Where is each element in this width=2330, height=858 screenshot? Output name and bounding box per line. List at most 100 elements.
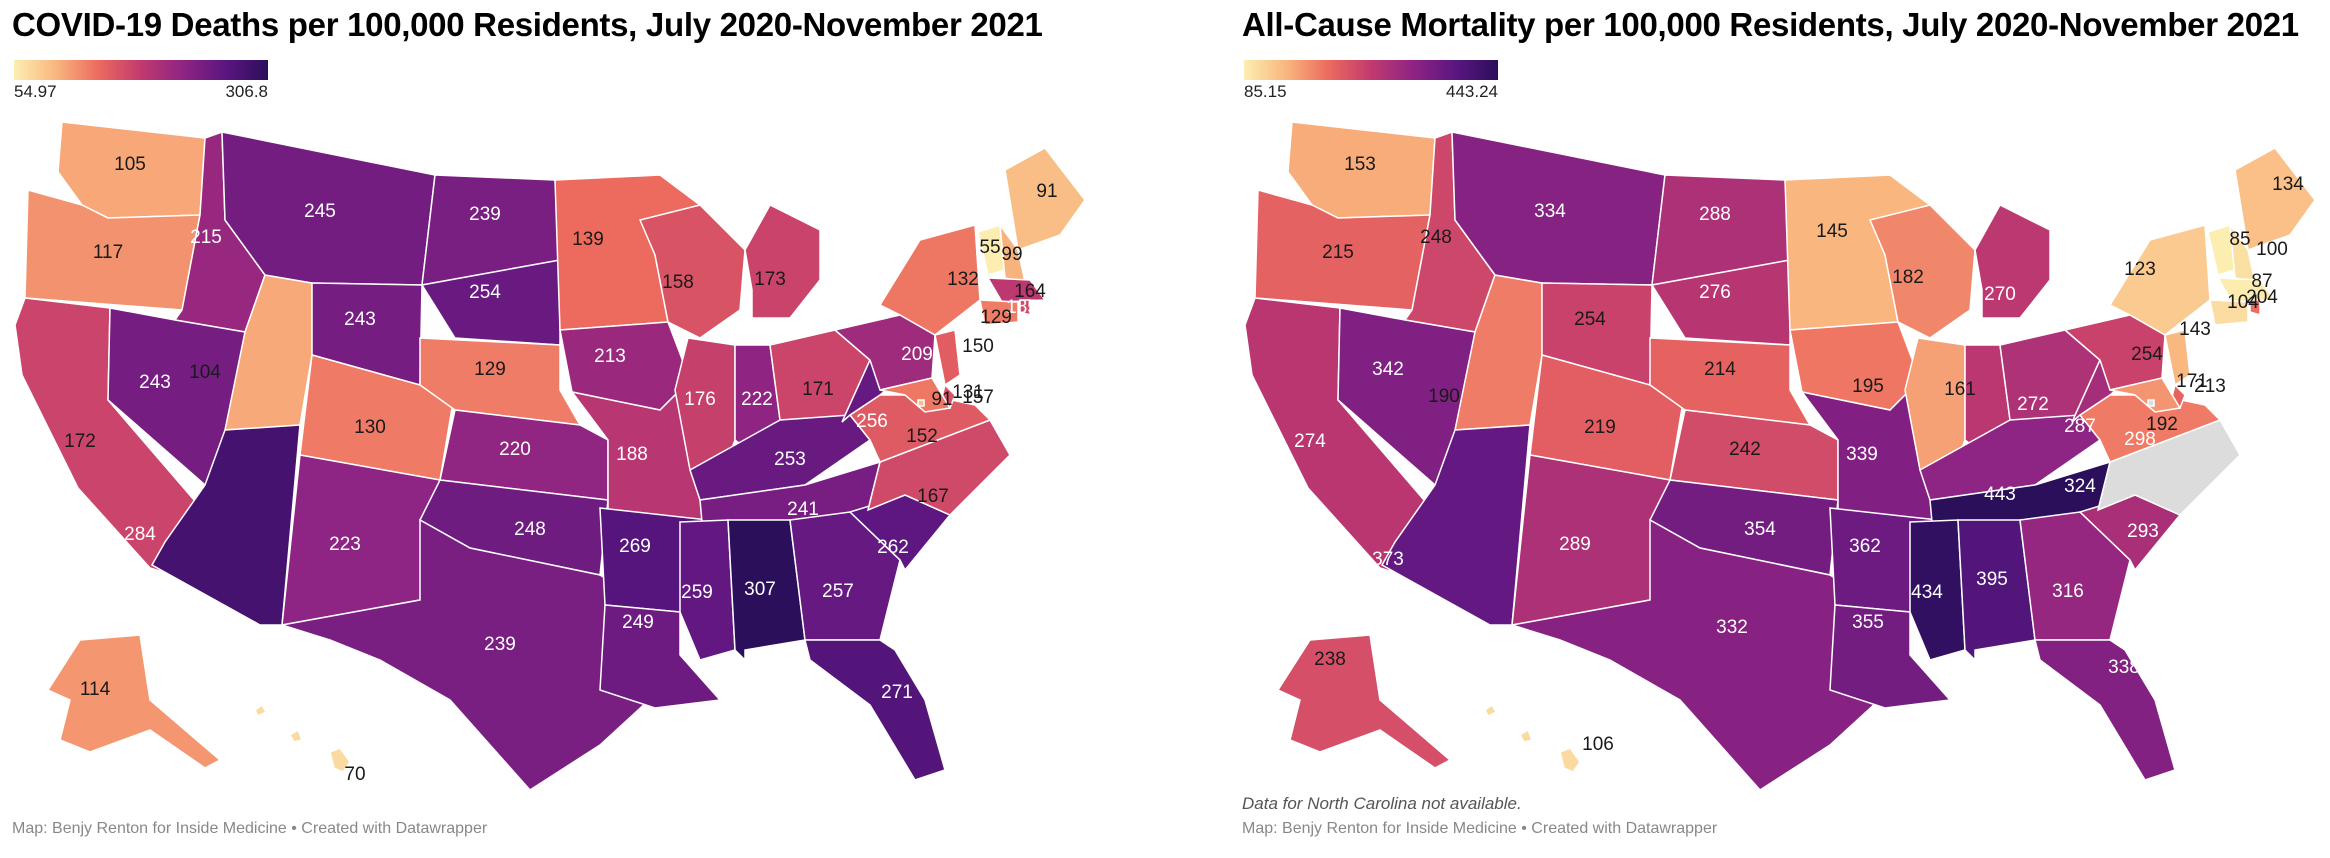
value-label-wa: 105 <box>114 154 146 175</box>
value-label-ne: 129 <box>474 359 506 380</box>
state-ga[interactable] <box>2019 511 2131 641</box>
mortality-map-title: All-Cause Mortality per 100,000 Resident… <box>1242 6 2299 43</box>
value-label-az: 284 <box>124 524 156 545</box>
value-label-wy: 254 <box>1574 309 1606 330</box>
value-label-ms: 434 <box>1911 582 1943 603</box>
state-nj[interactable] <box>934 329 961 387</box>
state-ms[interactable] <box>679 519 736 661</box>
value-label-wv: 256 <box>856 411 888 432</box>
value-label-md: 131 <box>952 382 984 403</box>
value-label-wy: 243 <box>344 309 376 330</box>
state-wi[interactable] <box>1868 204 1976 339</box>
value-label-sd: 254 <box>469 282 501 303</box>
state-hi[interactable] <box>254 703 268 718</box>
state-hi[interactable] <box>1518 728 1534 743</box>
state-ri[interactable] <box>1019 299 1031 317</box>
north-carolina-note: Data for North Carolina not available. <box>1242 794 1522 813</box>
state-nm[interactable] <box>281 454 441 626</box>
covid-deaths-map-panel: 105 117 172 215 243 104 284 245 243 130 223 239 254 1… <box>12 6 1086 837</box>
state-nj[interactable] <box>2164 329 2191 387</box>
value-label-sc: 262 <box>877 537 909 558</box>
value-label-ar: 269 <box>619 536 651 557</box>
state-hi[interactable] <box>1559 747 1581 773</box>
value-label-mo: 188 <box>616 444 648 465</box>
value-label-nm: 223 <box>329 534 361 555</box>
state-md[interactable] <box>879 377 952 413</box>
state-va[interactable] <box>848 394 992 463</box>
legend-max-label: 443.24 <box>1446 82 1498 101</box>
state-va[interactable] <box>2078 394 2222 463</box>
value-label-sc: 293 <box>2127 521 2159 542</box>
value-label-al: 307 <box>744 579 776 600</box>
state-ct[interactable] <box>2209 299 2249 326</box>
value-label-nh: 100 <box>2256 239 2288 260</box>
state-co[interactable] <box>299 354 456 481</box>
state-ct[interactable] <box>979 299 1019 326</box>
state-tx[interactable] <box>281 518 661 791</box>
value-label-nv: 243 <box>139 372 171 393</box>
value-label-ks: 242 <box>1729 439 1761 460</box>
value-label-ma: 185 <box>1006 297 1038 318</box>
value-label-ga: 316 <box>2052 581 2084 602</box>
value-label-nj: 143 <box>2179 319 2211 340</box>
value-label-me: 91 <box>1036 181 1057 202</box>
state-mi[interactable] <box>744 204 821 319</box>
value-label-mt: 245 <box>304 201 336 222</box>
value-label-hi: 70 <box>344 764 365 785</box>
value-label-mn: 139 <box>572 229 604 250</box>
state-ma[interactable] <box>2216 277 2277 303</box>
value-label-fl: 271 <box>881 682 913 703</box>
state-md[interactable] <box>2109 377 2182 413</box>
value-label-md: 171 <box>2176 371 2208 392</box>
state-ak[interactable] <box>1276 634 1452 769</box>
state-mi[interactable] <box>1974 204 2051 319</box>
state-ri[interactable] <box>2249 299 2261 317</box>
mortality-color-legend: 85.15 443.24 <box>1244 60 1498 101</box>
value-label-or: 117 <box>93 242 123 263</box>
state-me[interactable] <box>2234 147 2316 252</box>
legend-gradient-bar <box>14 60 268 80</box>
value-label-ky: 253 <box>774 449 806 470</box>
state-az[interactable] <box>1380 424 1531 626</box>
value-label-co: 219 <box>1584 417 1616 438</box>
value-label-ms: 259 <box>681 582 713 603</box>
value-label-ok: 248 <box>514 519 546 540</box>
value-label-ct: 104 <box>2227 292 2259 313</box>
state-hi[interactable] <box>329 747 351 773</box>
value-label-tx: 239 <box>484 634 516 655</box>
value-label-ma: 87 <box>2251 271 2272 292</box>
value-label-al: 395 <box>1976 569 2008 590</box>
state-ma[interactable] <box>986 277 1047 303</box>
covid-map-title: COVID-19 Deaths per 100,000 Residents, J… <box>12 6 1043 43</box>
value-label-ne: 214 <box>1704 359 1736 380</box>
legend-max-label: 306.8 <box>225 82 268 101</box>
state-ga[interactable] <box>789 511 901 641</box>
value-label-mn: 145 <box>1816 221 1848 242</box>
value-label-id: 248 <box>1420 227 1452 248</box>
value-label-nj: 150 <box>962 336 994 357</box>
value-label-wv: 298 <box>2124 429 2156 450</box>
state-co[interactable] <box>1529 354 1686 481</box>
all-cause-mortality-map: 153 215 274 248 342 190 373 334 254 219 289 288 276 2… <box>1244 121 2316 791</box>
value-label-mt: 334 <box>1534 201 1566 222</box>
value-label-mi: 270 <box>1984 284 2016 305</box>
value-label-wi: 182 <box>1892 267 1924 288</box>
value-label-nm: 289 <box>1559 534 1591 555</box>
state-me[interactable] <box>1004 147 1086 252</box>
state-wi[interactable] <box>638 204 746 339</box>
state-fl[interactable] <box>2034 639 2176 781</box>
state-hi[interactable] <box>288 728 304 743</box>
value-label-mo: 339 <box>1846 444 1878 465</box>
state-ak[interactable] <box>46 634 222 769</box>
state-fl[interactable] <box>804 639 946 781</box>
value-label-wi: 158 <box>662 272 694 293</box>
value-label-ca: 172 <box>64 431 96 452</box>
state-nm[interactable] <box>1511 454 1671 626</box>
state-ms[interactable] <box>1909 519 1966 661</box>
state-tx[interactable] <box>1511 518 1891 791</box>
state-dc[interactable] <box>917 399 925 407</box>
state-dc[interactable] <box>2147 399 2155 407</box>
state-hi[interactable] <box>1484 703 1498 718</box>
state-az[interactable] <box>150 424 301 626</box>
value-label-va: 192 <box>2146 414 2178 435</box>
